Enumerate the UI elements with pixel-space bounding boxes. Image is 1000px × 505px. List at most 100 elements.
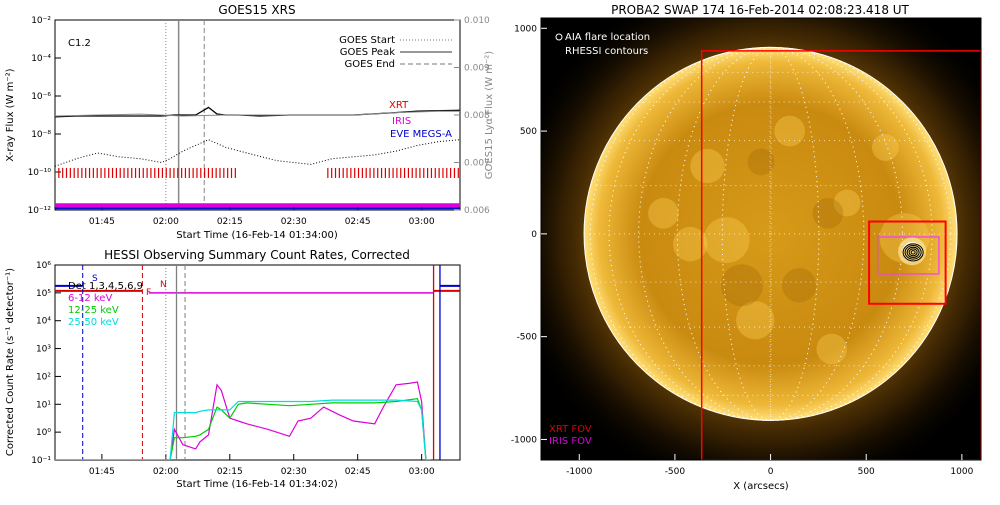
goes-x-tick-label: 03:00 [409,217,435,227]
active-region-glow [703,217,750,263]
swap-title: PROBA2 SWAP 174 16-Feb-2014 02:08:23.418… [611,3,909,17]
hessi-x-tick-label: 01:45 [89,467,115,477]
aia-legend-label: AIA flare location [565,32,650,43]
goes-right-axis: 0.006 0.007 0.008 0.009 0.010 [454,16,490,216]
swap-x-tick-label: 0 [768,467,774,477]
goes-x-tick-label: 02:45 [345,217,371,227]
xrt-fov-legend: XRT FOV [549,424,592,435]
swap-x-label: X (arcsecs) [733,481,789,492]
goes-y-tick-label: 10⁻¹² [28,206,52,216]
coronal-dark-patch [782,268,817,303]
active-region-glow [673,226,708,262]
rhessi-contour [904,245,922,260]
hessi-y-label: Corrected Count Rate (s⁻¹ detector⁻¹) [5,268,16,456]
active-region-glow [833,189,861,217]
hessi-legend-6-12: 6-12 keV [68,293,112,304]
hessi-y-tick-label: 10² [36,372,51,382]
swap-x-tick-label: 500 [858,467,875,477]
goes-eve-label: EVE MEGS-A [390,129,452,140]
hessi-series-line-2 [55,399,431,460]
eve-coverage-bar [55,207,460,210]
active-region-glow [648,197,679,229]
swap-y-axis: -1000 -500 0 500 1000 [511,24,547,445]
hessi-x-tick-label: 02:15 [217,467,243,477]
goes-xrt-label: XRT [389,100,409,111]
goes-right-tick-label: 0.006 [464,206,490,216]
swap-x-tick-label: 1000 [950,467,973,477]
hessi-panel: HESSI Observing Summary Count Rates, Cor… [5,248,461,490]
coronal-dark-patch [747,148,775,176]
goes-legend: GOES Start GOES Peak GOES End [339,35,452,70]
hessi-title: HESSI Observing Summary Count Rates, Cor… [104,248,410,262]
goes-x-label: Start Time (16-Feb-14 01:34:00) [176,230,338,241]
coronal-dark-patch [720,264,763,307]
rhessi-contour [910,250,916,255]
swap-y-tick-label: 1000 [514,24,537,34]
rhessi-contour [902,243,924,262]
goes-y-axis: 10⁻¹² 10⁻¹⁰ 10⁻⁸ 10⁻⁶ 10⁻⁴ 10⁻² [28,16,61,216]
longitude-line [589,46,952,421]
goes-x-tick-label: 02:15 [217,217,243,227]
hessi-series-line-1 [55,398,431,460]
solar-surface-texture [648,115,930,365]
rhessi-legend-label: RHESSI contours [565,46,648,57]
hessi-flag-n: N [160,280,167,290]
goes-x-tick-label: 02:00 [153,217,179,227]
active-region-glow [816,333,848,365]
solar-limb-circle [583,46,958,421]
hessi-series-line-0 [55,381,431,460]
hessi-y-tick-label: 10⁴ [36,317,51,327]
swap-y-tick-label: -1000 [511,435,537,445]
hessi-y-tick-label: 10⁰ [36,428,51,438]
goes-y-right-label: GOES15 Lyα Flux (W m⁻²) [484,51,495,179]
goes-y-tick-label: 10⁻⁸ [31,130,51,140]
hessi-y-tick-label: 10⁻¹ [31,456,51,466]
longitude-line [769,46,772,421]
active-region-glow [774,115,806,147]
hessi-y-tick-label: 10⁶ [36,261,51,271]
active-region-glow [690,148,725,184]
swap-x-tick-label: -1000 [566,467,592,477]
goes-xrs-panel: GOES15 XRS 10⁻¹² 10⁻¹⁰ 10⁻⁸ 10⁻⁶ 10⁻⁴ 10⁻² 0.… [5,3,495,241]
goes-legend-peak: GOES Peak [340,47,395,58]
hessi-plot-frame [54,264,461,461]
hessi-x-tick-label: 02:45 [345,467,371,477]
goes-y-tick-label: 10⁻¹⁰ [28,168,52,178]
hessi-data-marks [55,265,460,460]
swap-y-tick-label: 500 [520,127,537,137]
goes-right-tick-label: 0.008 [464,111,490,121]
hessi-y-tick-label: 10⁵ [36,289,51,299]
goes-class-label: C1.2 [68,38,91,49]
goes-right-tick-label: 0.007 [464,159,490,169]
goes-right-tick-label: 0.009 [464,64,490,74]
swap-image-frame [540,17,982,461]
hessi-y-tick-label: 10³ [36,345,51,355]
hessi-y-axis: 10⁻¹ 10⁰ 10¹ 10² 10³ 10⁴ 10⁵ 10⁶ [31,261,61,466]
hessi-x-tick-label: 02:00 [153,467,179,477]
rhessi-contour [908,248,918,257]
hessi-x-tick-label: 03:00 [409,467,435,477]
active-region-glow [736,301,775,340]
swap-image-panel: PROBA2 SWAP 174 16-Feb-2014 02:08:23.418… [511,3,982,492]
hessi-y-tick-label: 10¹ [36,400,51,410]
goes-y-tick-label: 10⁻⁶ [31,92,51,102]
swap-x-axis: -1000 -500 0 500 1000 [566,454,974,477]
hessi-x-tick-label: 02:30 [281,467,307,477]
solar-disk [584,47,958,421]
goes-x-tick-label: 02:30 [281,217,307,227]
goes-short-channel-line [55,139,460,167]
goes-legend-end: GOES End [345,59,395,70]
hessi-x-label: Start Time (16-Feb-14 01:34:02) [176,479,338,490]
goes-lya-line [55,110,460,117]
hessi-x-axis: 01:45 02:00 02:15 02:30 02:45 03:00 [89,454,435,477]
swap-y-tick-label: -500 [517,333,538,343]
rhessi-legend-marker [555,47,563,55]
xrt-pointing-box [868,220,947,305]
hessi-detectors-label: Det 1,3,4,5,6,9 [68,281,143,292]
goes-data-marks [55,20,460,210]
hessi-legend-25-50: 25-50 keV [68,317,119,328]
goes-legend-start: GOES Start [339,35,395,46]
goes-x-tick-label: 01:45 [89,217,115,227]
